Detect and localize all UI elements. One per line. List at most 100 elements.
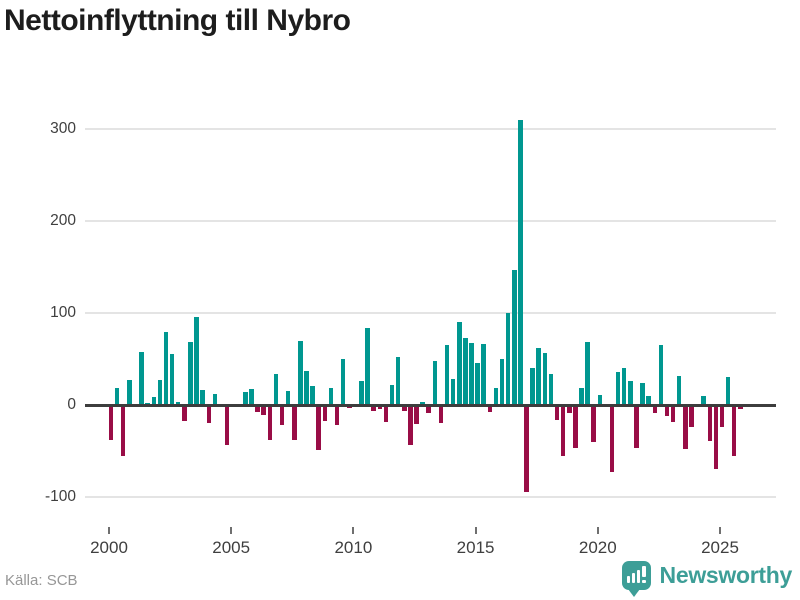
bar-2014Q2 [457,322,462,405]
bar-2000Q4 [127,380,132,405]
bar-2024Q2 [701,395,706,405]
bar-2023Q1 [670,405,676,422]
bar-2022Q4 [664,405,670,416]
bar-2006Q3 [267,405,273,440]
bar-2013Q2 [432,360,438,405]
x-axis-tick-2010 [352,527,355,534]
bar-2011Q2 [383,405,389,422]
bar-2007Q2 [285,391,291,405]
bar-2019Q4 [591,405,596,442]
logo-bar-3 [636,570,641,583]
x-axis-tick-2015 [474,527,477,534]
gridline--100 [85,496,776,498]
bar-2023Q3 [683,405,688,450]
bar-2003Q2 [188,342,193,405]
bar-2010Q2 [359,381,364,405]
bar-2009Q2 [334,405,340,426]
bar-2021Q2 [628,381,633,405]
bar-2016Q4 [518,119,523,405]
bar-2014Q1 [450,379,456,405]
bar-2019Q3 [585,342,590,405]
bar-2002Q1 [157,380,163,405]
bar-2005Q4 [249,389,254,405]
bar-2014Q4 [469,343,474,405]
x-axis-label-2015: 2015 [456,538,495,557]
bar-2022Q2 [652,405,658,414]
bar-2003Q1 [182,405,187,421]
bar-2006Q1 [255,405,260,413]
bar-2025Q2 [725,376,731,405]
bar-2017Q4 [542,352,548,405]
logo-bubble-shape [621,561,651,590]
bar-2025Q3 [731,405,737,456]
bar-2007Q4 [298,340,303,405]
bar-2021Q4 [640,382,645,405]
bar-2022Q1 [646,395,651,405]
bar-2009Q3 [340,359,346,405]
bar-2007Q1 [279,405,285,426]
bar-2008Q1 [304,371,309,405]
x-axis-label-2005: 2005 [212,538,251,557]
bar-2008Q2 [310,385,315,405]
bar-2015Q1 [475,362,480,405]
bar-2000Q3 [120,405,126,456]
gridline-100 [85,312,776,314]
bar-2020Q1 [597,394,603,405]
bar-2001Q2 [139,351,144,405]
bar-2013Q3 [438,405,444,424]
gridline-300 [85,128,776,130]
bar-2006Q2 [261,405,266,416]
bar-2002Q3 [169,354,175,405]
bar-2024Q4 [713,405,719,470]
x-axis-label-2000: 2000 [90,538,128,557]
bar-2001Q4 [151,396,157,405]
bar-2020Q4 [615,371,621,405]
bar-2015Q2 [481,344,486,405]
x-axis-tick-2000 [108,527,110,534]
logo-bar-2 [631,573,636,583]
bar-2013Q4 [444,345,450,405]
newsworthy-logo: Newsworthy [621,561,793,597]
bar-2005Q3 [243,392,248,405]
bar-2012Q3 [414,405,419,425]
y-axis-label: 300 [50,120,76,137]
bar-2007Q3 [292,405,297,440]
bar-2010Q4 [371,405,376,412]
bar-2004Q2 [212,394,218,405]
bar-2003Q3 [194,316,199,405]
x-axis-label-2020: 2020 [578,538,617,557]
source-note: Källa: SCB [5,572,78,589]
bar-2010Q3 [365,327,370,405]
bar-2021Q3 [634,405,639,449]
bar-2003Q4 [200,390,205,405]
brand-name: Newsworthy [659,562,793,588]
x-axis-label-2010: 2010 [334,538,373,557]
x-axis-tick-2025 [719,527,721,534]
bar-2023Q4 [689,405,694,428]
bar-2017Q2 [530,368,535,405]
bar-2024Q3 [707,405,713,441]
bar-2020Q3 [609,405,615,473]
bar-2019Q1 [573,405,578,449]
bar-2015Q3 [487,405,493,413]
bar-2008Q4 [322,405,328,421]
bar-2017Q1 [524,405,529,493]
bar-2016Q2 [505,313,511,405]
bar-2011Q4 [395,357,401,405]
y-axis-label: 0 [67,396,76,413]
bar-2002Q2 [163,332,169,405]
bar-2021Q1 [621,368,627,405]
x-axis-tick-2005 [230,527,233,534]
gridline-200 [85,220,776,222]
bar-2023Q2 [676,375,682,405]
bar-2008Q3 [316,405,321,451]
y-axis-label: 200 [50,212,76,229]
bar-2025Q1 [719,405,725,428]
bar-2019Q2 [579,388,584,405]
bar-2016Q1 [499,359,505,405]
x-axis-tick-2020 [596,527,599,534]
logo-bubble-tail [627,589,640,597]
bar-2012Q1 [402,405,407,411]
bar-2015Q4 [493,388,499,405]
